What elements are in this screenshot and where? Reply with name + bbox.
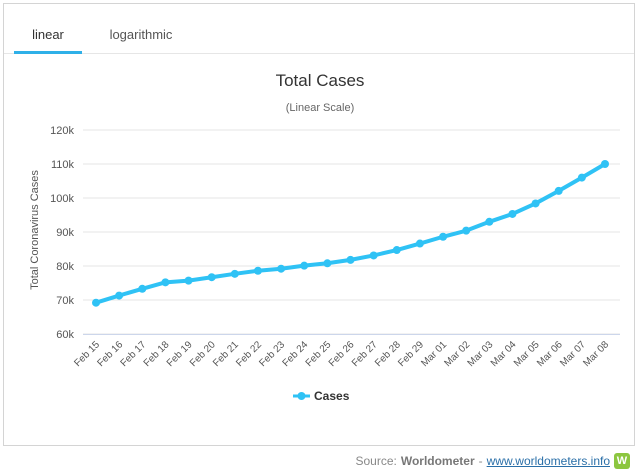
data-point[interactable] (161, 278, 170, 287)
legend[interactable]: Cases (293, 389, 350, 403)
data-point[interactable] (415, 239, 424, 248)
data-point[interactable] (92, 298, 100, 307)
data-point[interactable] (369, 251, 378, 260)
source-footer: Source: Worldometer - www.worldometers.i… (355, 452, 630, 470)
source-brand: Worldometer (400, 454, 475, 468)
y-tick-label: 90k (56, 227, 74, 239)
y-tick-label: 70k (56, 295, 74, 307)
data-point[interactable] (300, 261, 309, 270)
tab-linear[interactable]: linear (14, 4, 82, 54)
data-point[interactable] (346, 255, 355, 264)
y-tick-label: 110k (51, 159, 75, 171)
data-point[interactable] (230, 269, 239, 278)
source-label: Source: (355, 454, 397, 468)
data-point[interactable] (462, 226, 471, 235)
data-point[interactable] (277, 264, 286, 273)
y-tick-label: 60k (56, 329, 74, 341)
series-line-cases (94, 162, 607, 305)
data-point[interactable] (184, 276, 193, 285)
tab-logarithmic[interactable]: logarithmic (109, 27, 173, 42)
source-separator: - (478, 454, 483, 468)
data-point[interactable] (508, 209, 517, 218)
data-point[interactable] (439, 232, 448, 241)
scale-tabs: linear logarithmic (4, 4, 634, 54)
y-axis-label: Total Coronavirus Cases (29, 170, 41, 290)
x-tick-label: Mar 08 (581, 339, 611, 369)
data-point[interactable] (207, 273, 216, 282)
data-point[interactable] (601, 160, 609, 168)
data-point[interactable] (531, 199, 540, 208)
line-chart: Total Cases (Linear Scale) 60k 70k 80k 90k 1… (29, 71, 620, 403)
y-tick-label: 80k (56, 261, 74, 273)
legend-label: Cases (314, 389, 350, 403)
data-point[interactable] (323, 259, 332, 268)
data-point[interactable] (392, 246, 401, 255)
data-point[interactable] (577, 173, 586, 182)
data-point[interactable] (253, 266, 262, 275)
legend-marker (297, 392, 306, 400)
data-point[interactable] (485, 217, 494, 226)
data-point[interactable] (115, 291, 124, 300)
worldometer-logo-icon: W (614, 453, 630, 469)
chart-title: Total Cases (276, 71, 365, 90)
chart-subtitle: (Linear Scale) (286, 102, 354, 114)
data-point[interactable] (554, 186, 563, 195)
y-tick-label: 120k (50, 125, 74, 137)
data-point[interactable] (138, 284, 147, 293)
y-tick-label: 100k (50, 193, 74, 205)
chart-panel: linear logarithmic (3, 3, 635, 446)
source-link[interactable]: www.worldometers.info (486, 454, 610, 468)
